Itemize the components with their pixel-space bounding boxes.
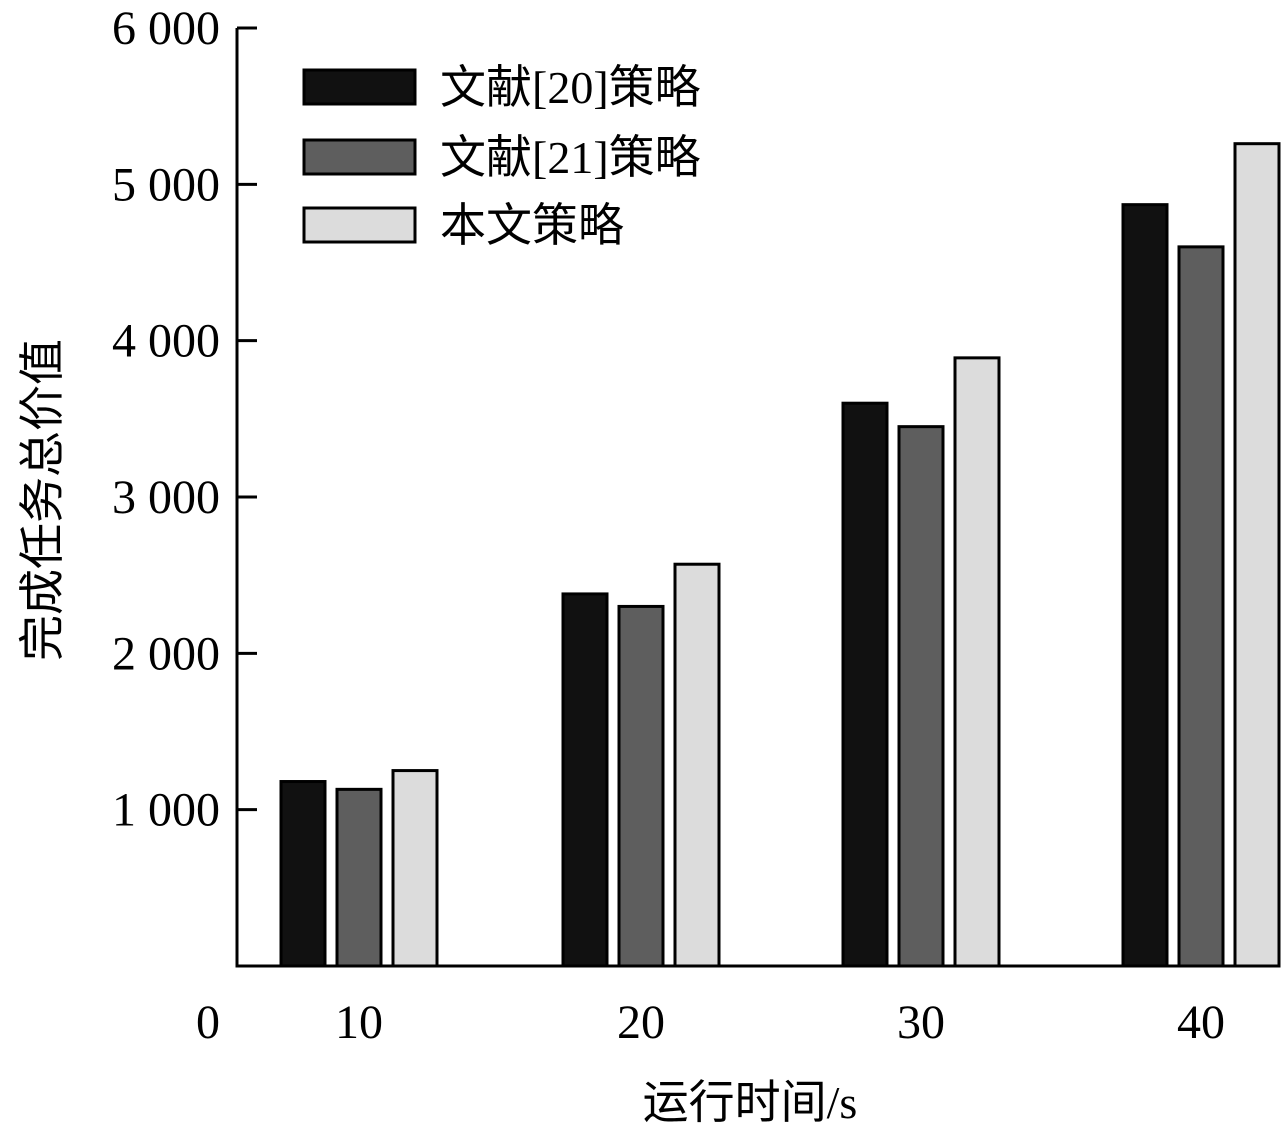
legend-label-2: 文献[21]策略	[440, 132, 701, 183]
bar-1-20	[561, 592, 609, 968]
bar-3-40	[1233, 142, 1281, 968]
y-axis-title: 完成任务总价值	[17, 339, 68, 661]
y-tick-label: 6 000	[112, 2, 220, 55]
x-ticks-group: 10 20 30 40	[335, 996, 1225, 1049]
x-tick-label: 40	[1177, 996, 1225, 1049]
y-tick-label: 5 000	[112, 158, 220, 211]
bar-1-30	[841, 401, 889, 968]
legend-swatch-1	[302, 68, 417, 106]
y-tick-label: 1 000	[112, 784, 220, 837]
y-tick-label: 2 000	[112, 627, 220, 680]
bar-1-40	[1121, 203, 1169, 968]
origin-label: 0	[196, 996, 220, 1049]
y-ticks-group: 1 000 2 000 3 000 4 000 5 000 6 000	[112, 2, 257, 837]
bar-2-30	[897, 425, 945, 968]
bar-2-20	[617, 604, 665, 968]
bar-3-30	[953, 356, 1001, 968]
bar-1-10	[279, 780, 327, 968]
bar-2-40	[1177, 245, 1225, 968]
x-tick-label: 10	[335, 996, 383, 1049]
bar-3-10	[391, 769, 439, 968]
bar-2-10	[335, 787, 383, 968]
x-tick-label: 30	[897, 996, 945, 1049]
x-tick-label: 20	[617, 996, 665, 1049]
bars-group	[279, 142, 1281, 968]
legend-swatch-2	[302, 138, 417, 176]
bar-3-20	[673, 562, 721, 968]
legend-label-3: 本文策略	[440, 200, 624, 251]
y-tick-label: 4 000	[112, 315, 220, 368]
legend-label-1: 文献[20]策略	[440, 62, 701, 113]
y-tick-label: 3 000	[112, 471, 220, 524]
legend-swatch-3	[302, 206, 417, 244]
x-axis-title: 运行时间/s	[643, 1077, 858, 1128]
